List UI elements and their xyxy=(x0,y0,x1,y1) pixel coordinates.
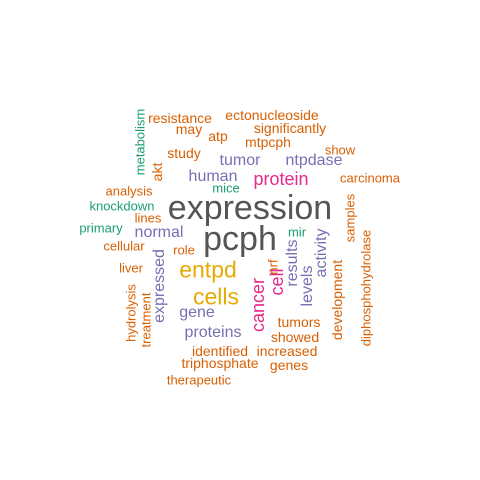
word-carcinoma: carcinoma xyxy=(340,170,400,186)
word-activity: activity xyxy=(313,228,330,278)
word-ntpdase: ntpdase xyxy=(285,152,343,169)
word-expression: expression xyxy=(167,189,333,227)
word-triphosphate: triphosphate xyxy=(181,355,259,371)
word-cellular: cellular xyxy=(103,238,145,254)
word-hydrolysis: hydrolysis xyxy=(123,284,139,342)
word-may: may xyxy=(175,121,203,137)
word-primary: primary xyxy=(79,220,123,236)
word-show: show xyxy=(324,142,356,158)
word-entpd: entpd xyxy=(179,256,237,283)
word-role: role xyxy=(173,242,195,258)
word-mice: mice xyxy=(212,180,240,196)
word-metabolism: metabolism xyxy=(132,108,148,176)
word-increased: increased xyxy=(256,343,318,359)
word-analysis: analysis xyxy=(105,183,153,199)
word-genes: genes xyxy=(269,357,309,373)
word-showed: showed xyxy=(270,329,320,345)
word-significantly: significantly xyxy=(253,120,327,136)
word-liver: liver xyxy=(119,260,143,276)
word-study: study xyxy=(167,145,201,161)
word-cells: cells xyxy=(192,283,240,310)
word-mtpcph: mtpcph xyxy=(245,134,291,150)
word-human: human xyxy=(188,168,238,185)
word-normal: normal xyxy=(134,224,184,241)
word-protein: protein xyxy=(253,169,309,189)
word-atp: atp xyxy=(208,128,228,144)
word-ectonucleoside: ectonucleoside xyxy=(225,107,319,123)
word-cancer: cancer xyxy=(248,277,268,333)
word-tumors: tumors xyxy=(277,314,321,330)
word-expressed: expressed xyxy=(151,249,168,323)
word-proteins: proteins xyxy=(184,324,242,341)
word-gene: gene xyxy=(179,304,215,321)
word-development: development xyxy=(329,259,345,341)
word-resistance: resistance xyxy=(148,110,212,126)
word-mir: mir xyxy=(287,224,307,240)
word-therapeutic: therapeutic xyxy=(166,372,232,388)
word-tumor: tumor xyxy=(219,152,261,169)
word-nrf: nrf xyxy=(265,259,281,275)
word-identified: identified xyxy=(191,343,249,359)
word-lines: lines xyxy=(134,210,162,226)
word-pcph: pcph xyxy=(203,220,277,258)
word-knockdown: knockdown xyxy=(89,198,155,214)
word-diphosphohydrolase: diphosphohydrolase xyxy=(358,229,374,347)
word-samples: samples xyxy=(342,193,358,243)
word-treatment: treatment xyxy=(138,292,154,348)
word-akt: akt xyxy=(149,162,165,182)
